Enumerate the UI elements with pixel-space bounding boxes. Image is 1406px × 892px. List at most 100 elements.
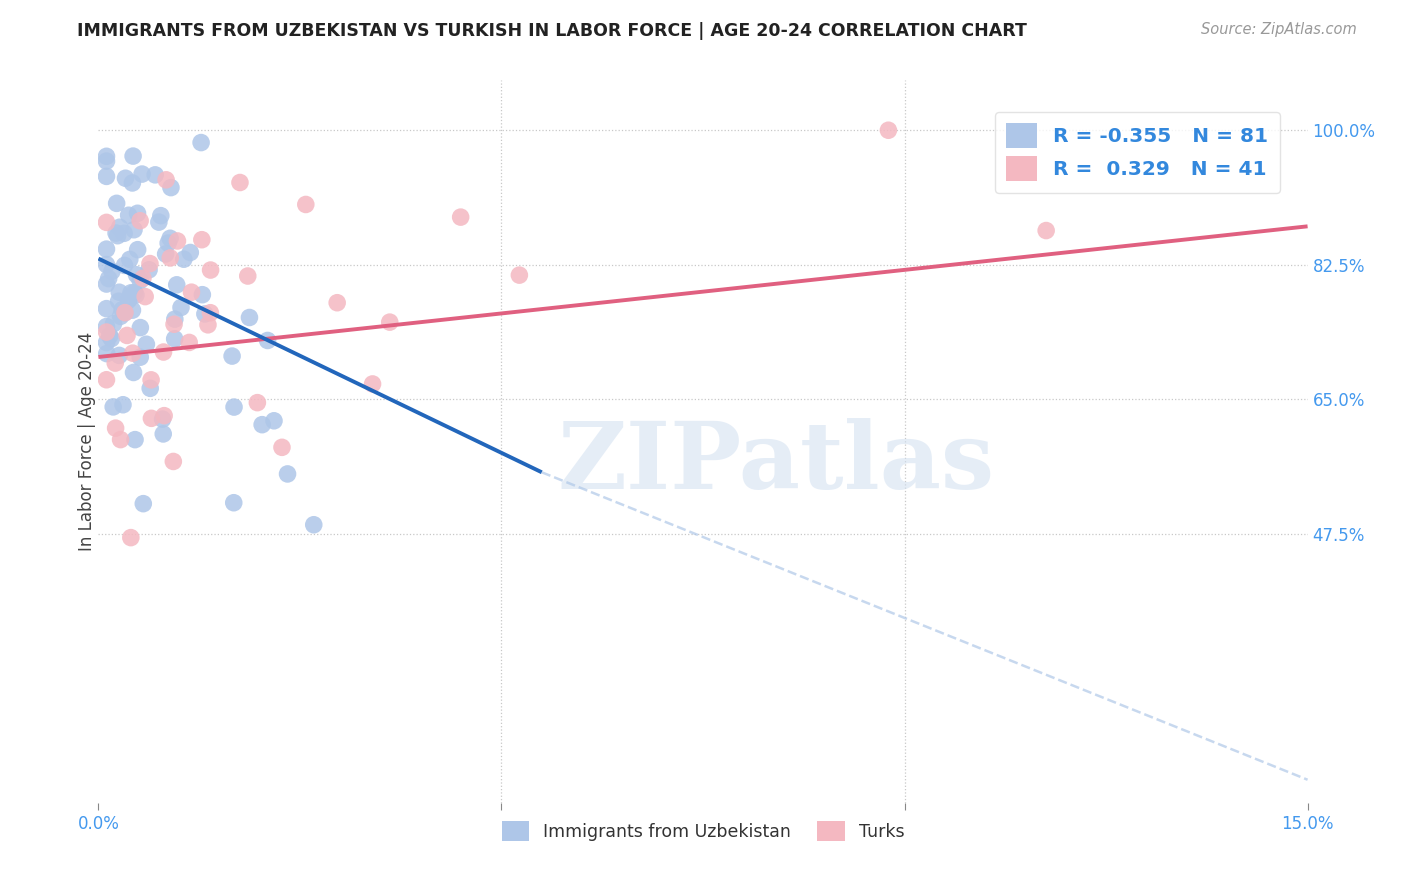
Point [111, 398, 134, 412]
Point [104, 356, 127, 370]
Point [124, 433, 146, 447]
Point [115, 328, 138, 343]
Point [129, 350, 152, 364]
Point [141, 411, 163, 425]
Point [100, 332, 122, 346]
Point [139, 381, 162, 395]
Point [117, 293, 139, 308]
Point [170, 301, 193, 315]
Point [114, 305, 136, 319]
Point [124, 285, 146, 300]
Point [125, 288, 148, 302]
Point [132, 271, 155, 285]
Point [97, 271, 120, 285]
Point [104, 421, 127, 435]
Point [179, 245, 201, 260]
Point [139, 373, 162, 387]
Point [96, 277, 118, 291]
Point [108, 285, 131, 300]
Point [155, 247, 177, 261]
Point [153, 409, 176, 423]
Point [107, 294, 129, 309]
Point [378, 315, 401, 329]
Point [96, 149, 118, 163]
Point [107, 228, 129, 243]
Point [96, 242, 118, 256]
Point [105, 196, 128, 211]
Point [96, 346, 118, 360]
Point [190, 136, 212, 150]
Point [294, 197, 316, 211]
Point [238, 310, 260, 325]
Point [135, 337, 157, 351]
Point [222, 496, 245, 510]
Point [194, 307, 217, 321]
Text: Source: ZipAtlas.com: Source: ZipAtlas.com [1201, 22, 1357, 37]
Point [159, 231, 181, 245]
Point [118, 291, 141, 305]
Point [149, 209, 172, 223]
Point [111, 302, 134, 317]
Point [114, 306, 136, 320]
Point [246, 395, 269, 409]
Point [155, 173, 177, 187]
Point [163, 318, 186, 332]
Point [1035, 223, 1057, 237]
Point [96, 154, 118, 169]
Point [163, 332, 186, 346]
Point [191, 233, 214, 247]
Point [302, 517, 325, 532]
Point [122, 149, 145, 163]
Point [179, 335, 201, 350]
Point [108, 220, 131, 235]
Point [159, 251, 181, 265]
Point [127, 206, 149, 220]
Point [120, 285, 142, 300]
Point [96, 215, 118, 229]
Point [256, 334, 278, 348]
Point [197, 318, 219, 332]
Point [96, 335, 118, 350]
Point [263, 414, 285, 428]
Point [162, 454, 184, 468]
Point [110, 433, 132, 447]
Point [129, 273, 152, 287]
Point [105, 226, 128, 240]
Point [96, 325, 118, 339]
Point [152, 412, 174, 426]
Point [139, 256, 162, 270]
Point [508, 268, 530, 282]
Point [180, 285, 202, 300]
Point [96, 373, 118, 387]
Point [103, 317, 125, 331]
Point [110, 310, 132, 324]
Point [221, 349, 243, 363]
Point [118, 208, 141, 222]
Point [134, 290, 156, 304]
Point [157, 236, 180, 251]
Point [160, 180, 183, 194]
Point [114, 171, 136, 186]
Point [121, 346, 143, 360]
Point [250, 417, 273, 432]
Point [112, 227, 135, 241]
Point [191, 287, 214, 301]
Text: ZIPatlas: ZIPatlas [557, 418, 994, 508]
Point [132, 497, 155, 511]
Point [122, 366, 145, 380]
Point [877, 123, 900, 137]
Point [148, 215, 170, 229]
Point [122, 223, 145, 237]
Point [96, 258, 118, 272]
Point [236, 268, 259, 283]
Point [152, 345, 174, 359]
Point [138, 262, 160, 277]
Point [361, 376, 384, 391]
Point [326, 295, 349, 310]
Point [118, 252, 141, 267]
Point [271, 440, 294, 454]
Point [277, 467, 299, 481]
Point [131, 167, 153, 181]
Point [200, 263, 222, 277]
Text: IMMIGRANTS FROM UZBEKISTAN VS TURKISH IN LABOR FORCE | AGE 20-24 CORRELATION CHA: IMMIGRANTS FROM UZBEKISTAN VS TURKISH IN… [77, 22, 1028, 40]
